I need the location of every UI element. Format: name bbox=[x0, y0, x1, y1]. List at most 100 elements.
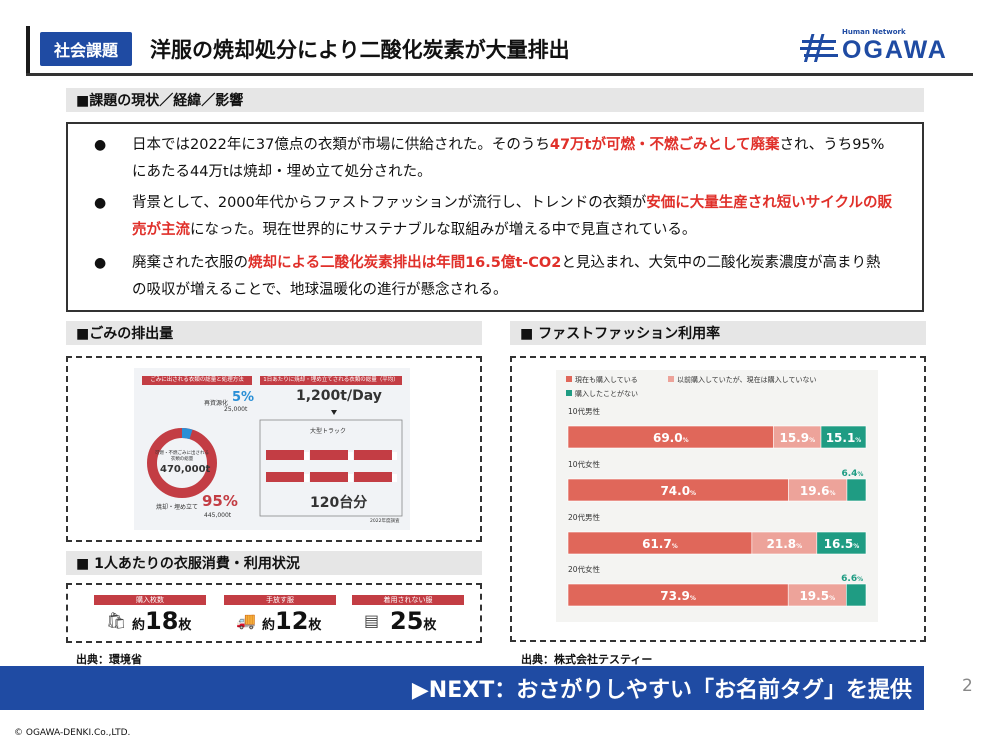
fastfashion-source: 出典：株式会社テスティー bbox=[521, 653, 653, 666]
issue-bullet-3: ● 廃棄された衣服の焼却による二酸化炭素排出は年間16.5億t-CO2と見込まれ… bbox=[94, 250, 894, 304]
copyright: © OGAWA-DENKI.Co.,LTD. bbox=[14, 728, 131, 738]
legend-label: 以前購入していたが、現在は購入していない bbox=[677, 375, 816, 384]
data-label: 69.0% bbox=[653, 431, 689, 445]
next-banner: ▶NEXT：おさがりしやすい「お名前タグ」を提供 bbox=[0, 666, 924, 710]
arrow-down-icon bbox=[331, 410, 337, 415]
burn-amount: 445,000t bbox=[204, 512, 232, 519]
garbage-box bbox=[66, 356, 482, 542]
category-label: 10代女性 bbox=[568, 459, 601, 469]
consumption-item-discard: 手放す服 🚚 約12枚 bbox=[224, 595, 336, 635]
consumption-item-unused: 着用されない服 ▤ 25枚 bbox=[352, 595, 464, 635]
drawer-icon: ▤ bbox=[364, 611, 380, 630]
bar-segment bbox=[846, 478, 867, 502]
discard-number: 12 bbox=[275, 607, 309, 635]
issue-bullet-2: ● 背景として、2000年代からファストファッションが流行し、トレンドの衣類が安… bbox=[94, 190, 894, 244]
company-logo: Human Network OGAWA bbox=[800, 28, 975, 66]
bullet-1-highlight: 47万tが可燃・不燃ごみとして廃棄 bbox=[549, 137, 780, 153]
data-label: 15.9% bbox=[779, 431, 815, 445]
reuse-label: 再資源化 bbox=[204, 400, 229, 407]
data-label: 74.0% bbox=[660, 484, 696, 498]
data-label: 6.6% bbox=[841, 574, 863, 584]
burn-pct: 95% bbox=[202, 492, 238, 510]
unused-value: 25枚 bbox=[390, 607, 436, 635]
reuse-pct: 5% bbox=[232, 390, 255, 405]
total-label: 可燃・不燃ごみに出される衣類の総量 bbox=[155, 451, 209, 462]
shopping-bag-icon: 🛍 bbox=[106, 611, 127, 630]
donut-reuse bbox=[181, 428, 193, 440]
purchase-number: 18 bbox=[145, 607, 179, 635]
legend-label: 現在も購入している bbox=[575, 375, 638, 384]
discard-label: 手放す服 bbox=[224, 595, 336, 605]
data-label: 61.7% bbox=[642, 537, 678, 551]
unused-unit: 枚 bbox=[423, 618, 437, 633]
purchase-label: 購入枚数 bbox=[94, 595, 206, 605]
consumption-heading: ■ 1人あたりの衣服消費・利用状況 bbox=[66, 551, 482, 575]
reuse-amount: 25,000t bbox=[224, 406, 248, 413]
header-divider bbox=[26, 73, 973, 76]
truck-icons bbox=[266, 450, 392, 482]
bullet-1-text-end: され、うち95%にあたる44万tは焼却・埋め立て処分された。 bbox=[132, 137, 885, 180]
truck-icon: 🚚 bbox=[236, 611, 256, 630]
fastfashion-chart: 現在も購入している 以前購入していたが、現在は購入していない購入したことがない 10… bbox=[556, 370, 878, 622]
fastfashion-heading: ■ ファストファッション利用率 bbox=[510, 321, 926, 345]
page-number: 2 bbox=[962, 676, 973, 696]
discard-unit: 枚 bbox=[308, 618, 322, 633]
bar-segment bbox=[820, 425, 867, 449]
garbage-infographic: ごみに出される衣類の総量と処理方法 1日あたりに焼却・埋め立てされる衣類の総量（… bbox=[134, 368, 410, 530]
garbage-left-header: ごみに出される衣類の総量と処理方法 bbox=[142, 376, 252, 385]
garbage-heading: ■ごみの排出量 bbox=[66, 321, 482, 345]
issue-heading: ■課題の現状／経緯／影響 bbox=[66, 88, 924, 112]
truck-cabs bbox=[304, 452, 397, 482]
burn-label: 焼却・埋め立て bbox=[156, 504, 199, 511]
bullet-icon: ● bbox=[94, 195, 107, 211]
data-label: 6.4% bbox=[841, 469, 863, 479]
consumption-item-purchase: 購入枚数 🛍 約18枚 bbox=[94, 595, 206, 635]
daily-amount: 1,200t/Day bbox=[296, 388, 382, 404]
bullet-icon: ● bbox=[94, 255, 107, 271]
bullet-3-highlight: 焼却による二酸化炭素排出は年間16.5億t-CO2 bbox=[248, 255, 562, 271]
truck-label: 大型トラック bbox=[310, 428, 347, 435]
legend-label: 購入したことがない bbox=[575, 389, 638, 398]
garbage-source: 出典：環境省 bbox=[76, 653, 142, 666]
consumption-box bbox=[66, 583, 482, 643]
unused-label: 着用されない服 bbox=[352, 595, 464, 605]
category-label: 20代女性 bbox=[568, 564, 601, 574]
logo-wordmark: OGAWA bbox=[842, 36, 948, 64]
issue-box: ● 日本では2022年に37億点の衣類が市場に供給された。そのうち47万tが可燃… bbox=[66, 122, 924, 312]
data-label: 21.8% bbox=[767, 537, 803, 551]
category-label: 20代男性 bbox=[568, 512, 601, 522]
header-accent-bar bbox=[26, 26, 30, 74]
category-tag: 社会課題 bbox=[40, 32, 132, 66]
category-label: 10代男性 bbox=[568, 406, 601, 416]
truck-count: 120台分 bbox=[310, 495, 368, 511]
logo-mark-icon bbox=[800, 34, 838, 62]
bullet-1-text: 日本では2022年に37億点の衣類が市場に供給された。そのうち bbox=[132, 137, 550, 153]
bullet-3-text-end: と見込まれ、大気中の二酸化炭素濃度が高まり熱の吸収が増えることで、地球温暖化の進… bbox=[132, 255, 881, 298]
bullet-2-highlight: 安価に大量生産され短いサイクルの販売が主流 bbox=[132, 195, 893, 238]
bullet-2-text: 背景として、2000年代からファストファッションが流行し、トレンドの衣類が bbox=[132, 195, 647, 211]
data-label: 19.6% bbox=[800, 484, 836, 498]
garbage-graphics bbox=[147, 410, 403, 517]
discard-prefix: 約 bbox=[262, 618, 276, 633]
bar-segment bbox=[816, 531, 867, 555]
purchase-prefix: 約 bbox=[132, 618, 146, 633]
fastfashion-box bbox=[510, 356, 926, 642]
total-amount: 470,000t bbox=[160, 464, 211, 475]
truck-frame bbox=[259, 419, 403, 517]
legend-swatch bbox=[566, 390, 572, 396]
legend-swatch bbox=[668, 376, 674, 382]
page-title: 洋服の焼却処分により二酸化炭素が大量排出 bbox=[150, 38, 570, 62]
logo-tagline: Human Network bbox=[842, 28, 906, 36]
purchase-unit: 枚 bbox=[178, 618, 192, 633]
bullet-icon: ● bbox=[94, 137, 107, 153]
issue-bullet-1: ● 日本では2022年に37億点の衣類が市場に供給された。そのうち47万tが可燃… bbox=[94, 132, 894, 186]
data-label: 15.1% bbox=[826, 431, 862, 445]
purchase-value: 約18枚 bbox=[132, 607, 191, 635]
donut-burn bbox=[147, 428, 217, 498]
unused-number: 25 bbox=[390, 607, 424, 635]
legend-swatch bbox=[566, 376, 572, 382]
garbage-right-header: 1日あたりに焼却・埋め立てされる衣類の総量（平均） bbox=[260, 376, 402, 385]
bar-segment bbox=[846, 583, 867, 607]
bullet-3-text: 廃棄された衣服の bbox=[132, 255, 248, 271]
